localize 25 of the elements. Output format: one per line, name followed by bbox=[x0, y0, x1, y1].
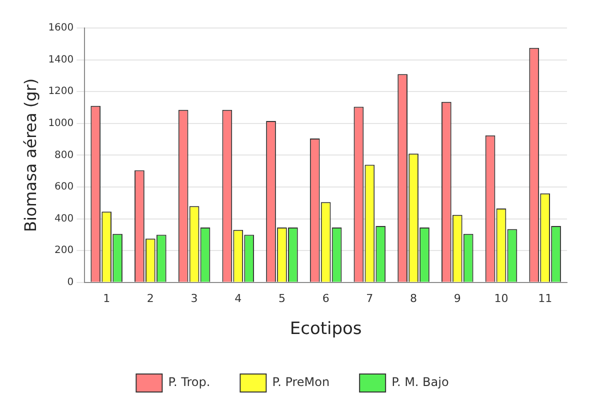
legend-label: P. Trop. bbox=[168, 375, 210, 390]
y-tick-label: 0 bbox=[67, 276, 74, 288]
x-tick-label: 11 bbox=[538, 292, 552, 305]
x-tick-label: 5 bbox=[278, 292, 286, 305]
x-tick-label: 7 bbox=[366, 292, 374, 305]
x-tick-label: 3 bbox=[190, 292, 198, 305]
y-tick-label: 800 bbox=[54, 150, 74, 161]
y-tick-label: 1000 bbox=[48, 118, 74, 129]
y-tick-label: 1200 bbox=[48, 86, 74, 98]
x-tick-label: 8 bbox=[410, 292, 418, 305]
y-tick-label: 400 bbox=[54, 213, 74, 224]
legend-label: P. PreMon bbox=[272, 375, 330, 390]
x-tick-label: 1 bbox=[103, 292, 110, 305]
x-tick-label: 2 bbox=[146, 292, 154, 305]
x-tick-label: 10 bbox=[494, 292, 508, 305]
x-axis-title: Ecotipos bbox=[290, 319, 362, 340]
legend-label: P. M. Bajo bbox=[392, 375, 449, 390]
x-tick-label: 4 bbox=[234, 292, 242, 305]
y-axis-title: Biomasa aérea (gr) bbox=[20, 78, 40, 232]
y-tick-label: 200 bbox=[54, 245, 74, 256]
x-tick-label: 9 bbox=[454, 292, 461, 305]
x-tick-label: 6 bbox=[322, 292, 330, 305]
y-tick-label: 600 bbox=[54, 182, 74, 193]
y-tick-label: 1600 bbox=[48, 22, 74, 34]
y-tick-label: 1400 bbox=[48, 54, 74, 66]
